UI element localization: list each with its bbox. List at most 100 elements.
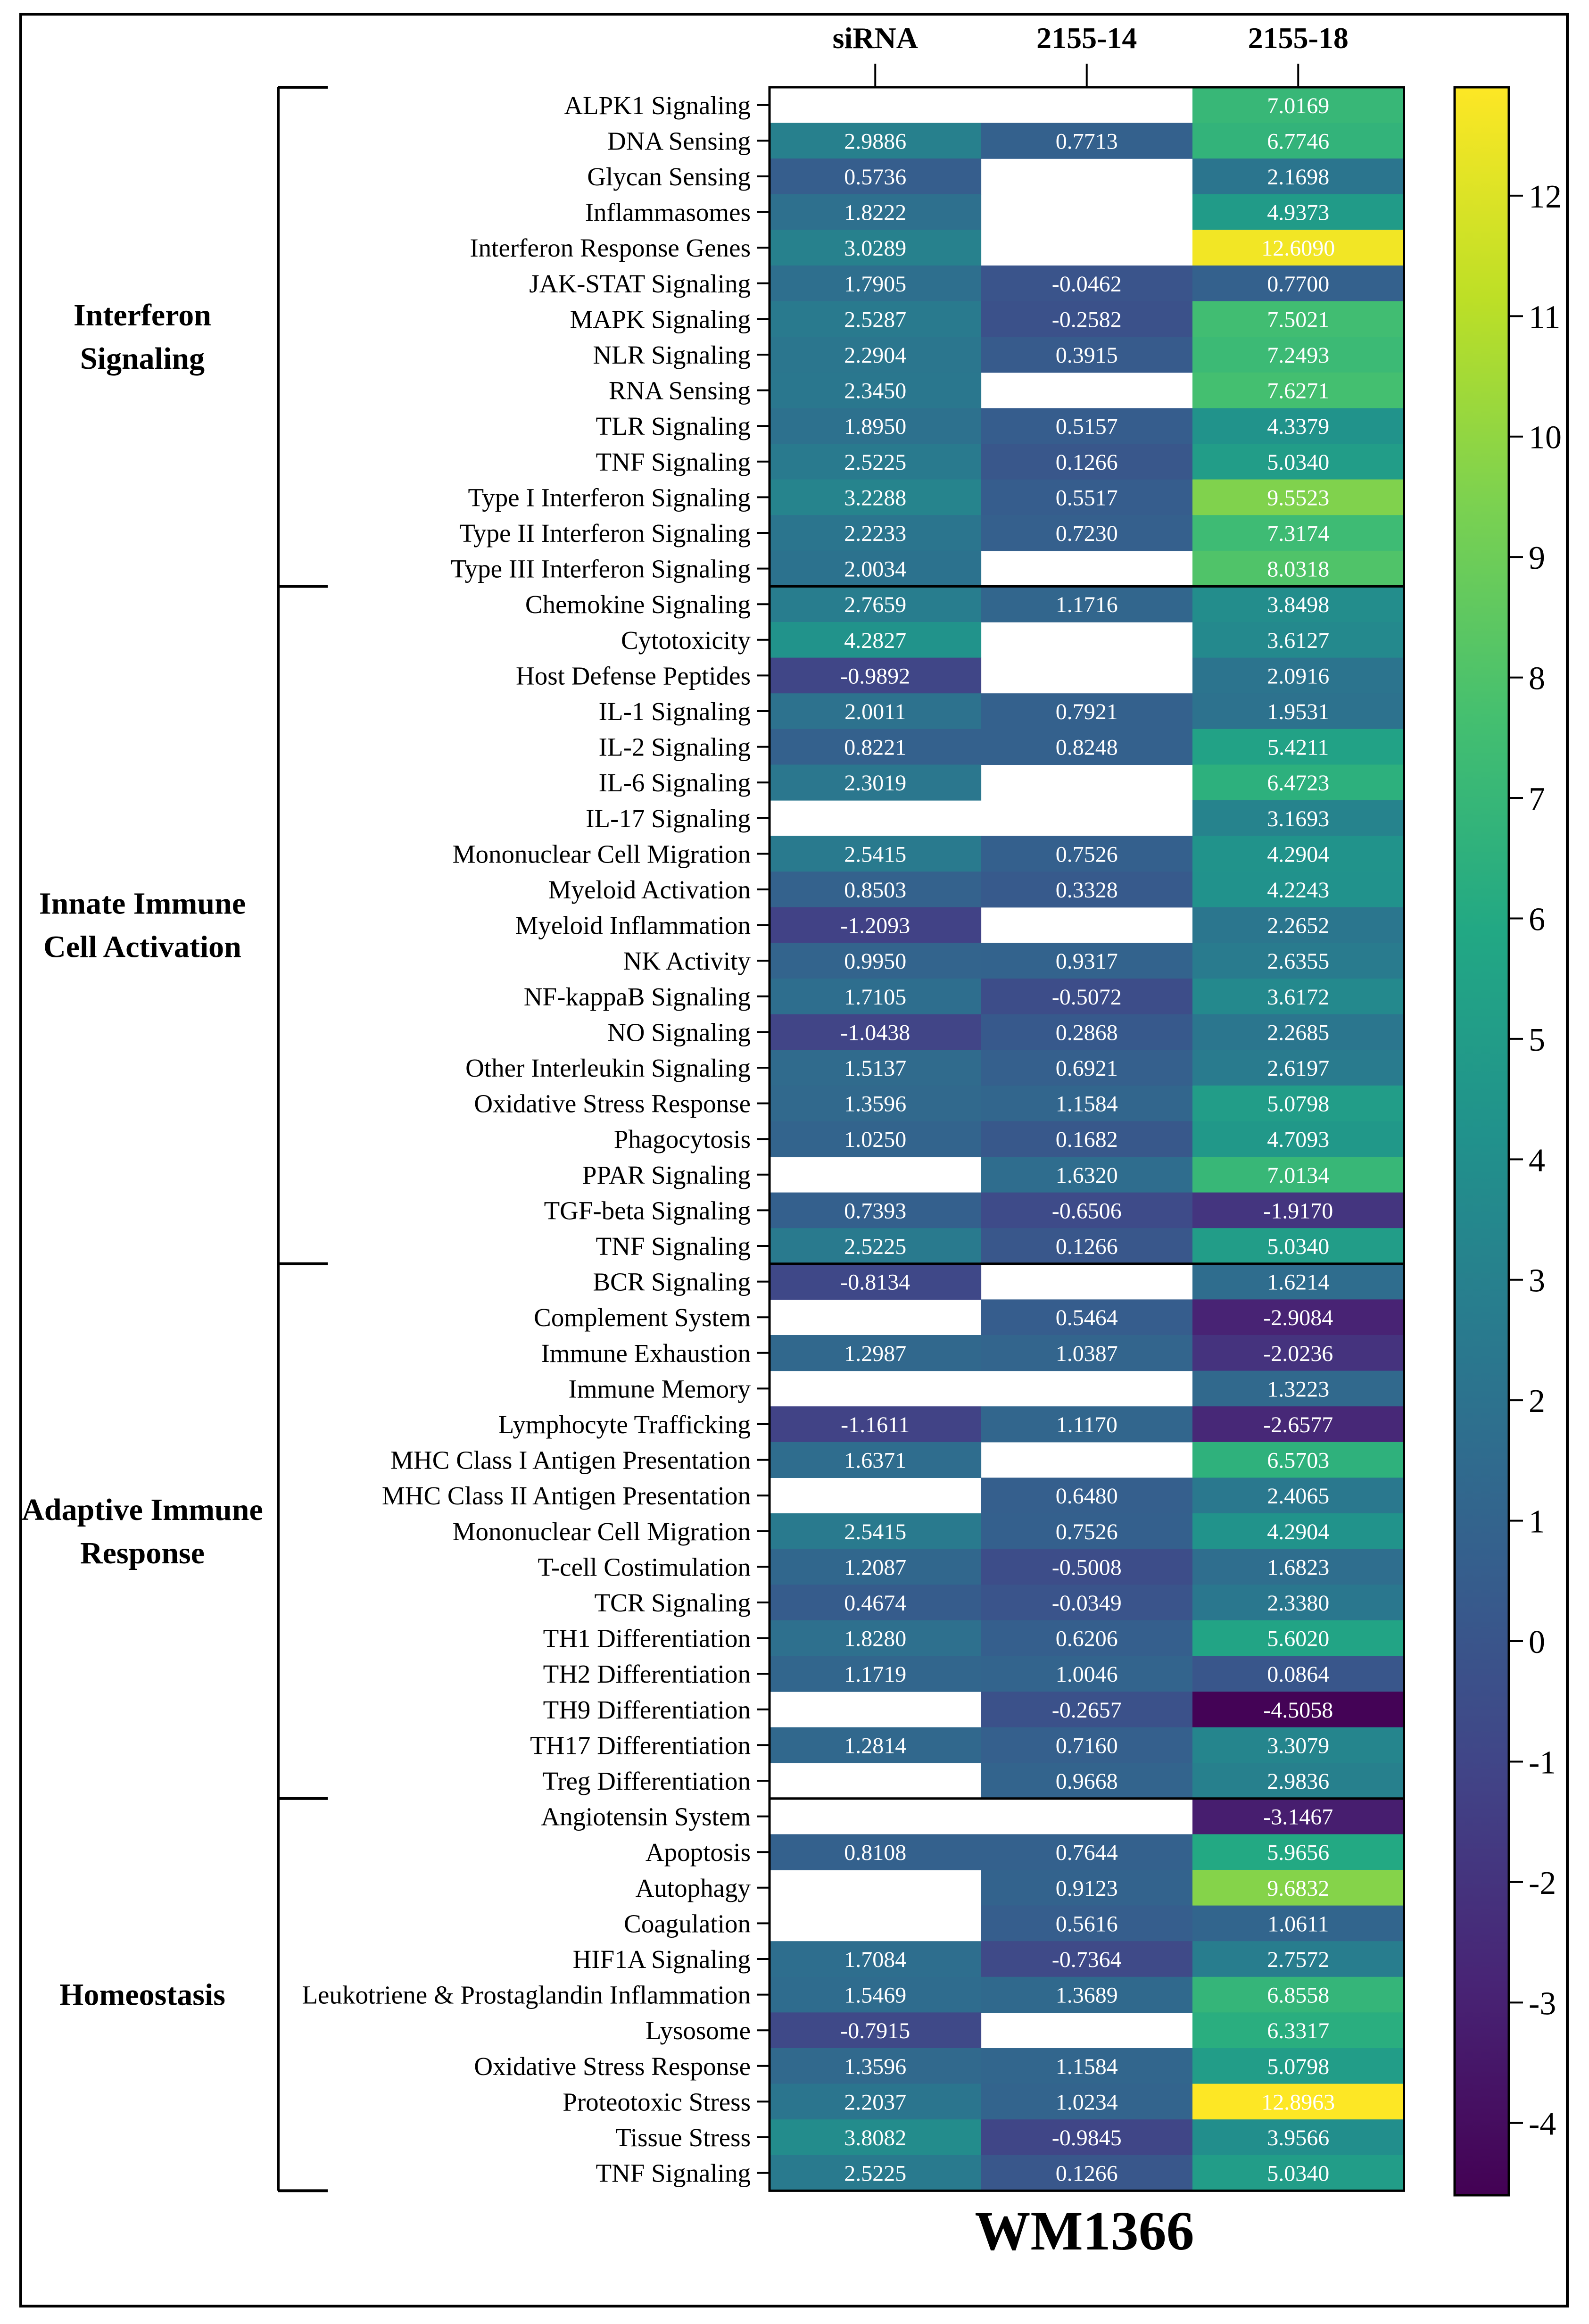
heatmap-cell [1192, 1085, 1405, 1121]
cell-value-label: -0.0462 [1052, 272, 1122, 297]
heatmap-cell [770, 550, 982, 587]
heatmap-cell [770, 2012, 982, 2049]
row-label: NO Signaling [607, 1018, 751, 1046]
heatmap-cell [1192, 158, 1405, 195]
heatmap-cell [1192, 729, 1405, 765]
heatmap-cell [770, 2119, 982, 2156]
cell-value-label: 7.0134 [1267, 1163, 1329, 1188]
heatmap-cell [981, 1085, 1193, 1121]
cell-value-label: 1.0046 [1056, 1662, 1118, 1687]
heatmap-cell [770, 158, 982, 195]
heatmap-cell [1192, 1192, 1405, 1228]
row-label: Cytotoxicity [621, 626, 751, 655]
colorbar-tick-label: 9 [1529, 540, 1545, 576]
heatmap-cell [981, 515, 1193, 551]
cell-value-label: 0.5157 [1056, 414, 1118, 439]
cell-value-label: 2.0011 [844, 699, 906, 724]
column-label: 2155-14 [1036, 21, 1137, 55]
heatmap-cell [770, 586, 982, 622]
cell-value-label: 2.5415 [844, 842, 906, 867]
cell-value-label: -0.9892 [840, 664, 910, 689]
cell-value-label: 1.1716 [1056, 592, 1118, 617]
heatmap-cell [981, 408, 1193, 444]
colorbar-tick-label: 12 [1529, 179, 1562, 215]
heatmap-cell [981, 1976, 1193, 2013]
heatmap-cell [1192, 2048, 1405, 2084]
heatmap-cell [1192, 1299, 1405, 1336]
heatmap-cell [981, 836, 1193, 872]
heatmap-cell [770, 1834, 982, 1870]
cell-value-label: 2.2904 [844, 343, 906, 368]
cell-value-label: 0.8248 [1056, 735, 1118, 760]
heatmap-cell [770, 2048, 982, 2084]
cell-value-label: 1.8950 [844, 414, 906, 439]
cell-value-label: -1.9170 [1263, 1198, 1333, 1223]
cell-value-label: 2.2652 [1267, 913, 1329, 938]
heatmap-cell [1192, 515, 1405, 551]
heatmap-cell [770, 1513, 982, 1550]
cell-value-label: 0.9123 [1056, 1876, 1118, 1901]
colorbar-tick-label: 1 [1529, 1504, 1545, 1540]
heatmap-cell [1192, 1834, 1405, 1870]
cell-value-label: -2.9084 [1263, 1305, 1333, 1330]
colorbar-tick-label: 4 [1529, 1142, 1545, 1179]
row-label: Chemokine Signaling [525, 590, 751, 619]
cell-value-label: 12.6090 [1261, 236, 1335, 261]
colorbar-tick-label: 0 [1529, 1624, 1545, 1660]
heatmap-cell [1192, 872, 1405, 908]
cell-value-label: 5.0340 [1267, 450, 1329, 475]
cell-value-label: 3.9566 [1267, 2125, 1329, 2150]
cell-value-label: 2.7572 [1267, 1947, 1329, 1972]
heatmap-cell [1192, 1941, 1405, 1977]
heatmap-cell [1192, 764, 1405, 801]
heatmap-cell [1192, 372, 1405, 408]
heatmap-cell [981, 1905, 1193, 1942]
heatmap-cell [981, 586, 1193, 622]
heatmap-cell [770, 1192, 982, 1228]
heatmap-cell [770, 943, 982, 979]
heatmap-cell [981, 693, 1193, 730]
heatmap-cell [1192, 1798, 1405, 1834]
cell-value-label: -0.8134 [840, 1270, 910, 1295]
row-label: Angiotensin System [541, 1802, 751, 1831]
cell-value-label: 2.9886 [844, 129, 906, 154]
heatmap-cell [981, 1406, 1193, 1443]
heatmap-cell [981, 872, 1193, 908]
cell-value-label: 5.4211 [1267, 735, 1329, 760]
cell-value-label: -0.5008 [1052, 1555, 1122, 1580]
cell-value-label: 5.0340 [1267, 1234, 1329, 1259]
heatmap-cell [1192, 1549, 1405, 1585]
heatmap-cell [1192, 230, 1405, 266]
cell-value-label: 0.2868 [1056, 1020, 1118, 1045]
colorbar-tick-label: -3 [1529, 1985, 1556, 2022]
heatmap-cell [770, 693, 982, 730]
heatmap-cell [1192, 836, 1405, 872]
cell-value-label: 0.7921 [1056, 699, 1118, 724]
heatmap-cell [981, 1692, 1193, 1728]
heatmap-cell [770, 194, 982, 230]
cell-value-label: 1.3596 [844, 1092, 906, 1117]
heatmap-cell [770, 1335, 982, 1371]
cell-value-label: 2.2037 [844, 2090, 906, 2115]
row-label: Lymphocyte Trafficking [498, 1410, 751, 1439]
cell-value-label: 0.7393 [844, 1198, 906, 1223]
heatmap-cell [981, 2083, 1193, 2120]
cell-value-label: 0.5736 [844, 165, 906, 190]
heatmap-cell [981, 1477, 1193, 1514]
chart-title: WM1366 [975, 2200, 1194, 2262]
heatmap-cell [770, 1620, 982, 1656]
row-label: Myeloid Inflammation [515, 911, 751, 940]
heatmap-cell [770, 1406, 982, 1443]
cell-value-label: -1.1611 [841, 1412, 910, 1437]
cell-value-label: 1.1584 [1056, 2054, 1118, 2079]
row-label: TH9 Differentiation [543, 1695, 751, 1724]
heatmap-cell [981, 979, 1193, 1015]
heatmap-cell [981, 1335, 1193, 1371]
heatmap-cell [1192, 1585, 1405, 1621]
cell-value-label: 0.5616 [1056, 1911, 1118, 1936]
cell-value-label: 1.0234 [1056, 2090, 1118, 2115]
heatmap-cell [1192, 479, 1405, 515]
heatmap-cell [1192, 2012, 1405, 2049]
group-label: Response [80, 1536, 205, 1570]
